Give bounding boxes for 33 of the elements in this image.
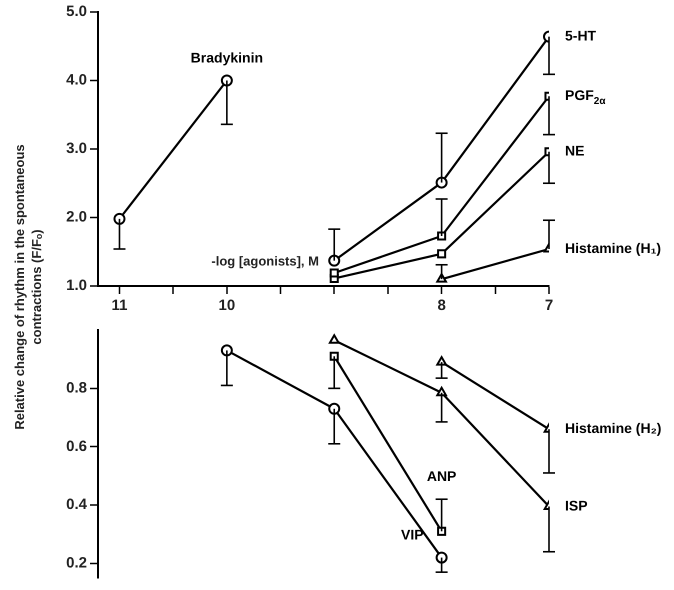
y-tick-label: 0.6 — [66, 438, 87, 455]
y-tick-label: 0.8 — [66, 379, 87, 396]
y-tick-label: 1.0 — [66, 277, 87, 294]
point — [330, 268, 339, 278]
x-axis-title: -log [agonists], M — [211, 254, 319, 269]
x-tick-label: 10 — [218, 297, 236, 314]
point — [220, 344, 233, 356]
y-tick-label: 2.0 — [66, 208, 87, 226]
series-label: Histamine (H₁) — [565, 240, 662, 256]
series-label: 5-HT — [565, 28, 597, 44]
x-tick-label: 11 — [112, 297, 128, 314]
point — [436, 176, 448, 189]
point — [330, 352, 339, 361]
series-label: ANP — [426, 468, 456, 484]
point — [220, 74, 233, 86]
series-label: Bradykinin — [190, 49, 264, 66]
x-tick-label: 8 — [437, 297, 446, 314]
y-tick-label: 4.0 — [66, 72, 87, 89]
series-label: Histamine (H₂) — [565, 420, 662, 436]
point — [437, 249, 446, 258]
y-tick-label: 3.0 — [66, 140, 87, 158]
y-axis-title: Relative change of rhythm in the spontaneous contractions (F/Fₒ) — [11, 143, 45, 432]
series-label: NE — [565, 142, 584, 159]
series-label: ISP — [565, 497, 588, 514]
y-tick-label: 0.4 — [66, 496, 88, 514]
point — [436, 552, 448, 564]
point — [328, 334, 340, 344]
point — [328, 402, 340, 415]
point — [328, 254, 340, 267]
x-tick-label: 7 — [544, 297, 554, 314]
y-tick-label: 5.0 — [66, 3, 87, 20]
series-label: VIP — [401, 526, 424, 542]
y-tick-label: 0.2 — [66, 554, 87, 572]
